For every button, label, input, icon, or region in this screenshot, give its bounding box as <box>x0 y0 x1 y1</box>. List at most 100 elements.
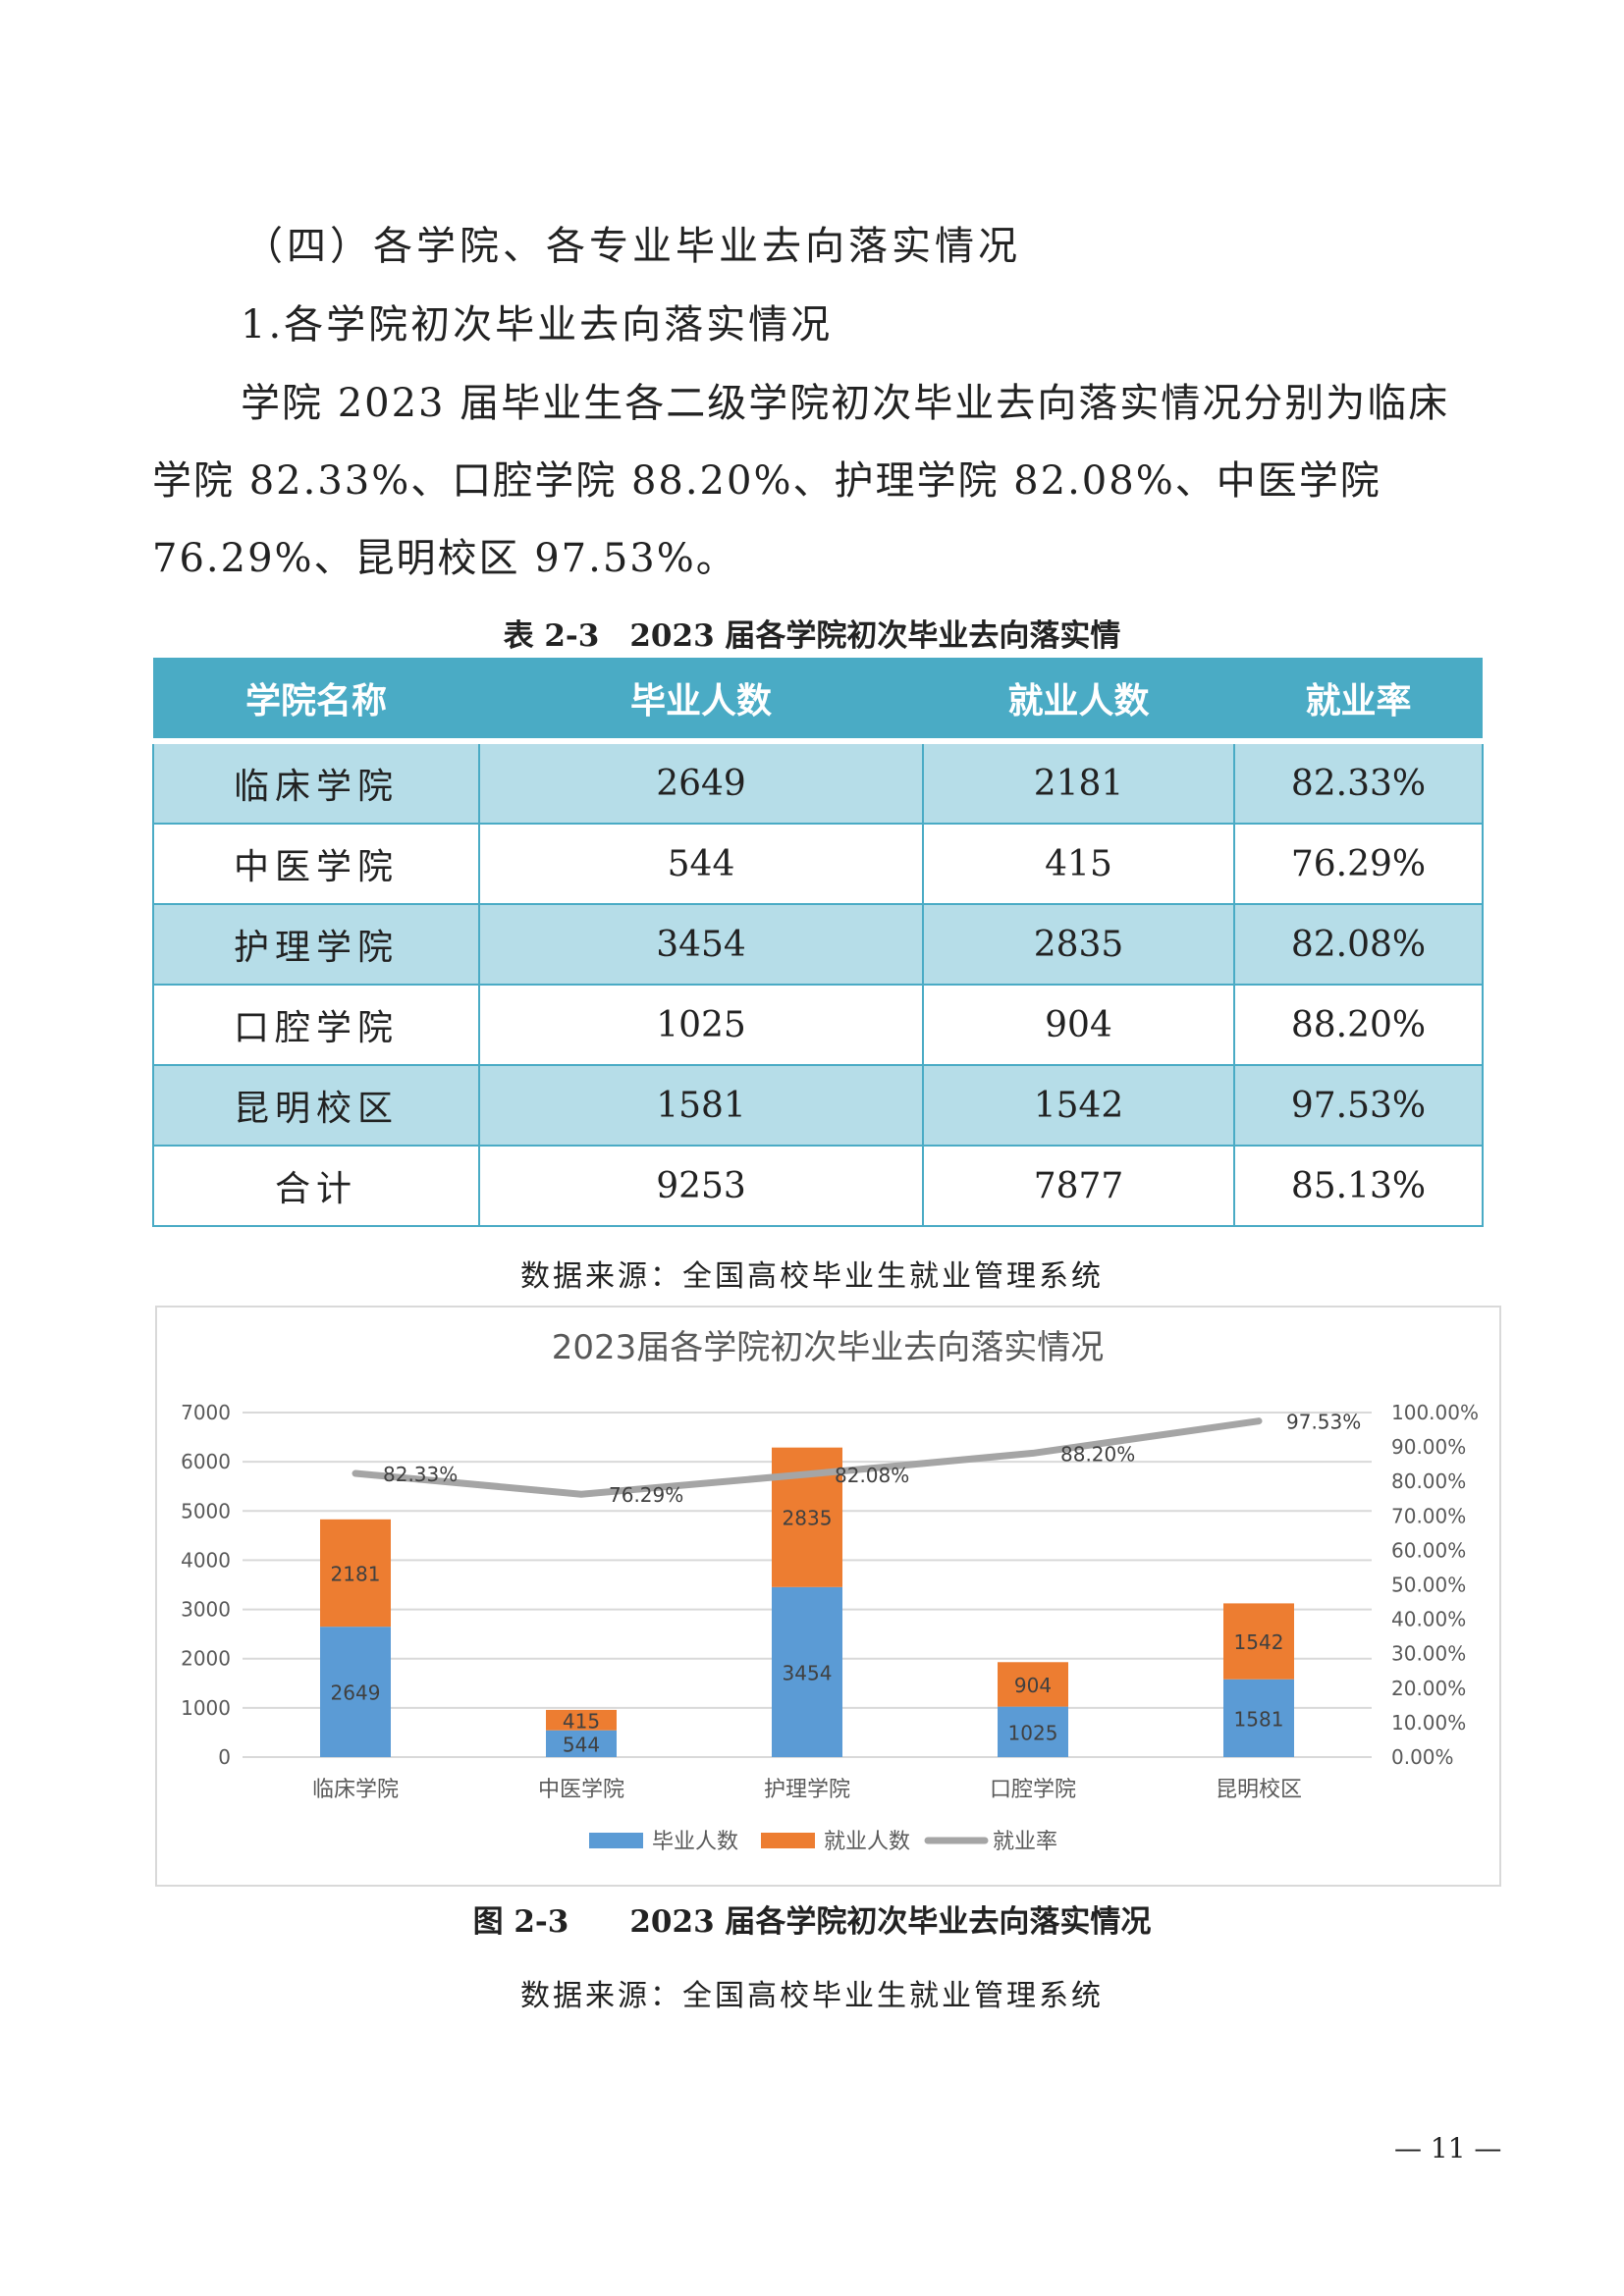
y2-tick-label: 20.00% <box>1391 1677 1466 1700</box>
rate-label: 82.08% <box>835 1464 909 1487</box>
table-cell: 1581 <box>478 1064 924 1147</box>
data-label: 544 <box>563 1733 600 1756</box>
table-cell: 415 <box>922 823 1235 905</box>
data-label: 2181 <box>331 1562 381 1585</box>
table-source: 数据来源：全国高校毕业生就业管理系统 <box>520 1259 1104 1294</box>
y2-tick-label: 90.00% <box>1391 1435 1466 1459</box>
table-cell: 9253 <box>478 1145 924 1227</box>
data-label: 1581 <box>1234 1707 1284 1731</box>
data-table: 学院名称 毕业人数 就业人数 就业率 临床学院 2649 2181 82.33% 中医学… <box>152 658 1484 1227</box>
table-cell: 2181 <box>922 740 1235 825</box>
y-tick-label: 4000 <box>181 1548 231 1572</box>
data-label: 1025 <box>1008 1721 1058 1744</box>
table-cell: 1025 <box>478 984 924 1066</box>
y2-tick-label: 10.00% <box>1391 1711 1466 1735</box>
legend-label: 就业人数 <box>824 1830 910 1854</box>
table-cell: 合计 <box>152 1145 480 1227</box>
table-cell: 2649 <box>478 740 924 825</box>
rate-label: 97.53% <box>1286 1411 1361 1434</box>
table-cell: 护理学院 <box>152 903 480 986</box>
y2-tick-label: 0.00% <box>1391 1745 1454 1769</box>
y2-tick-label: 50.00% <box>1391 1574 1466 1597</box>
y2-tick-label: 40.00% <box>1391 1608 1466 1631</box>
data-label: 2649 <box>331 1682 381 1705</box>
table-cell: 88.20% <box>1233 984 1484 1066</box>
table-cell: 97.53% <box>1233 1064 1484 1147</box>
y-tick-label: 1000 <box>181 1696 231 1720</box>
bar-graduates <box>320 1627 391 1757</box>
table-cell: 3454 <box>478 903 924 986</box>
y2-tick-label: 80.00% <box>1391 1469 1466 1493</box>
legend-swatch-employed <box>761 1833 815 1848</box>
table-cell: 76.29% <box>1233 823 1484 905</box>
chart-title: 2023届各学院初次毕业去向落实情况 <box>552 1328 1105 1367</box>
column-header: 就业人数 <box>923 658 1234 744</box>
table-cell: 口腔学院 <box>152 984 480 1066</box>
x-tick-label: 昆明校区 <box>1216 1778 1302 1802</box>
x-tick-label: 护理学院 <box>764 1778 850 1802</box>
bar-graduates <box>772 1586 842 1757</box>
chart-container: 2023届各学院初次毕业去向落实情况 0 1000 2000 3000 4000 5000 6… <box>155 1306 1501 1887</box>
bar-employed <box>320 1519 391 1628</box>
table-cell: 1542 <box>922 1064 1235 1147</box>
rate-label: 88.20% <box>1060 1442 1135 1466</box>
table-row: 中医学院 544 415 76.29% <box>152 823 1484 905</box>
bar-employed <box>998 1662 1068 1707</box>
y2-tick-label: 70.00% <box>1391 1504 1466 1527</box>
bar-graduates <box>998 1706 1068 1757</box>
rate-label: 76.29% <box>609 1483 683 1507</box>
y2-tick-label: 60.00% <box>1391 1538 1466 1562</box>
y2-tick-label: 100.00% <box>1391 1401 1479 1424</box>
x-tick-label: 临床学院 <box>312 1778 399 1802</box>
bar-employed <box>546 1709 617 1731</box>
table-cell: 85.13% <box>1233 1145 1484 1227</box>
data-label: 904 <box>1014 1674 1052 1697</box>
table-cell: 临床学院 <box>152 740 480 825</box>
data-label: 1542 <box>1234 1630 1284 1654</box>
table-cell: 7877 <box>922 1145 1235 1227</box>
table-row: 合计 9253 7877 85.13% <box>152 1145 1484 1227</box>
legend-label: 毕业人数 <box>652 1830 738 1854</box>
column-header: 学院名称 <box>153 658 479 744</box>
y-tick-label: 2000 <box>181 1647 231 1671</box>
table-cell: 82.08% <box>1233 903 1484 986</box>
column-header: 就业率 <box>1234 658 1483 744</box>
table-cell: 544 <box>478 823 924 905</box>
table-row: 昆明校区 1581 1542 97.53% <box>152 1064 1484 1147</box>
bar-employed <box>1223 1603 1294 1680</box>
y-tick-label: 3000 <box>181 1598 231 1622</box>
y-tick-label: 7000 <box>181 1401 231 1424</box>
body-paragraph: 学院 2023 届毕业生各二级学院初次毕业去向落实情况分别为临床学院 82.33… <box>152 381 1450 581</box>
table-row: 口腔学院 1025 904 88.20% <box>152 984 1484 1066</box>
rate-line <box>352 1417 1263 1498</box>
y-tick-label: 5000 <box>181 1499 231 1522</box>
table-cell: 2835 <box>922 903 1235 986</box>
table-row: 临床学院 2649 2181 82.33% <box>152 740 1484 825</box>
section-heading: （四）各学院、各专业毕业去向落实情况 <box>244 224 1021 269</box>
x-tick-label: 中医学院 <box>538 1778 624 1802</box>
chart: 2023届各学院初次毕业去向落实情况 0 1000 2000 3000 4000 5000 6… <box>181 1328 1479 1854</box>
bar-graduates <box>546 1730 617 1757</box>
y2-tick-label: 30.00% <box>1391 1642 1466 1666</box>
legend-swatch-graduates <box>589 1833 643 1848</box>
table-cell: 中医学院 <box>152 823 480 905</box>
table-caption: 表 2-3 2023 届各学院初次毕业去向落实情 <box>503 618 1121 654</box>
y-tick-label: 0 <box>218 1745 231 1769</box>
table-cell: 昆明校区 <box>152 1064 480 1147</box>
subsection-heading: 1.各学院初次毕业去向落实情况 <box>241 302 834 347</box>
figure-caption: 图 2-3 2023 届各学院初次毕业去向落实情况 <box>472 1904 1152 1940</box>
data-label: 2835 <box>783 1507 833 1530</box>
table-row: 护理学院 3454 2835 82.08% <box>152 903 1484 986</box>
table-cell: 904 <box>922 984 1235 1066</box>
figure-source: 数据来源：全国高校毕业生就业管理系统 <box>520 1979 1104 2013</box>
x-tick-label: 口腔学院 <box>990 1778 1076 1802</box>
rate-label: 82.33% <box>383 1463 458 1486</box>
table-cell: 82.33% <box>1233 740 1484 825</box>
legend-label: 就业率 <box>993 1830 1057 1854</box>
bar-graduates <box>1223 1679 1294 1757</box>
data-label: 3454 <box>783 1661 833 1684</box>
page-number: — 11 — <box>1394 2132 1502 2164</box>
y-tick-label: 6000 <box>181 1450 231 1473</box>
data-label: 415 <box>563 1709 600 1733</box>
column-header: 毕业人数 <box>479 658 923 744</box>
